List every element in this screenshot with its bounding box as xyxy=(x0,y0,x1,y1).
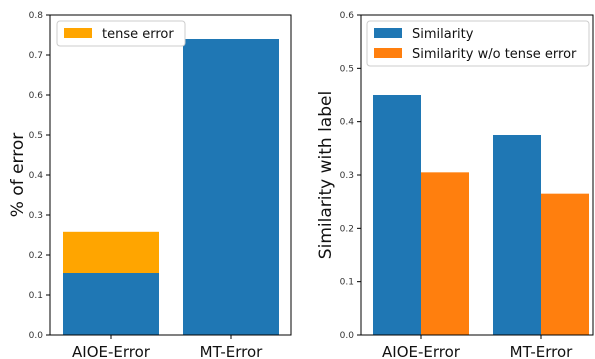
y-tick-label: 0.0 xyxy=(29,331,44,341)
y-tick-label: 0.2 xyxy=(340,224,354,234)
y-tick-label: 0.3 xyxy=(340,171,354,181)
left-y-axis-label: % of error xyxy=(8,133,28,218)
y-tick-label: 0.6 xyxy=(29,91,44,101)
y-tick-label: 0.2 xyxy=(29,251,43,261)
y-tick-label: 0.0 xyxy=(340,331,355,341)
bar-mt-error-series-0 xyxy=(183,39,279,335)
left-legend: tense error xyxy=(56,20,186,47)
left-bars xyxy=(63,39,279,335)
bar-aioe-error-similarity xyxy=(373,95,421,335)
left-legend-box xyxy=(56,20,186,47)
bar-mt-error-similarity xyxy=(493,135,541,335)
right-bars xyxy=(373,95,589,335)
y-tick-label: 0.7 xyxy=(29,51,43,61)
right-y-ticks: 0.0 0.1 0.2 0.3 0.4 0.5 0.6 xyxy=(340,11,361,341)
x-tick-label-aioe-error: AIOE-Error xyxy=(72,343,151,359)
y-tick-label: 0.1 xyxy=(340,278,354,288)
bar-aioe-error-similarity-w-o-tense-error xyxy=(421,172,469,335)
bar-aioe-error-series-0 xyxy=(63,273,159,335)
x-tick-label-aioe-error: AIOE-Error xyxy=(382,343,461,359)
legend-label-similarity-wo-tense: Similarity w/o tense error xyxy=(412,47,577,62)
legend-swatch-similarity-wo-tense xyxy=(374,48,402,58)
y-tick-label: 0.8 xyxy=(29,11,44,21)
x-tick-label-mt-error: MT-Error xyxy=(200,343,264,359)
right-legend-box xyxy=(366,20,590,67)
right-x-tick-labels: AIOE-Error MT-Error xyxy=(382,335,573,359)
right-legend: Similarity Similarity w/o tense error xyxy=(366,20,590,67)
y-tick-label: 0.3 xyxy=(29,211,43,221)
right-plot-frame xyxy=(360,14,594,336)
y-tick-label: 0.6 xyxy=(340,11,355,21)
left-plot-frame xyxy=(49,14,292,336)
legend-swatch-tense-error xyxy=(64,28,92,38)
y-tick-label: 0.4 xyxy=(29,171,44,181)
bar-aioe-error-tense-error xyxy=(63,231,159,273)
legend-label-similarity: Similarity xyxy=(412,27,474,42)
right-chart: Similarity with label 0.0 0.1 0.2 0.3 0.4 0.5… xyxy=(316,11,594,359)
y-tick-label: 0.5 xyxy=(340,64,354,74)
y-tick-label: 0.5 xyxy=(29,131,43,141)
legend-swatch-similarity xyxy=(374,28,402,38)
y-tick-label: 0.4 xyxy=(340,118,355,128)
bar-mt-error-similarity-w-o-tense-error xyxy=(541,193,589,335)
y-tick-label: 0.1 xyxy=(29,291,43,301)
left-y-ticks: 0.0 0.1 0.2 0.3 0.4 0.5 0.6 0.7 0.8 xyxy=(29,11,50,341)
right-y-axis-label: Similarity with label xyxy=(316,91,336,259)
legend-label-tense-error: tense error xyxy=(102,27,174,42)
left-x-tick-labels: AIOE-Error MT-Error xyxy=(72,335,263,359)
left-chart: % of error 0.0 0.1 0.2 0.3 0.4 0.5 0.6 0.7 0.8 A… xyxy=(8,11,292,359)
x-tick-label-mt-error: MT-Error xyxy=(510,343,574,359)
